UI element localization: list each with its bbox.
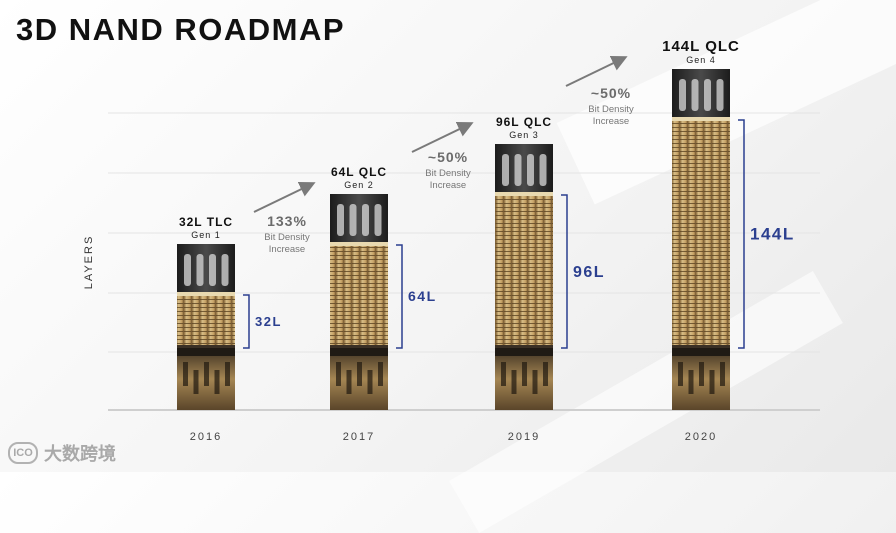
bar-base-top-band: [177, 348, 235, 356]
bar-top-pillar: [514, 154, 522, 186]
x-tick-label: 2016: [190, 431, 222, 443]
bar-base-top-band: [330, 348, 388, 356]
bar-base-detail: [532, 370, 538, 394]
bar-base-detail: [709, 370, 715, 394]
bar-top-pillar: [502, 154, 509, 186]
bar-stack-cap: [330, 242, 388, 246]
watermark: ICO 大数跨境: [8, 440, 116, 466]
generation-label: Gen 4: [686, 55, 716, 65]
x-tick-label: 2019: [508, 431, 540, 443]
growth-arrow: [253, 182, 316, 213]
bar-base-detail: [688, 370, 694, 394]
bar-top-pillar: [337, 204, 344, 236]
density-text: Increase: [430, 180, 466, 191]
density-text: Bit Density: [588, 104, 634, 115]
density-text: Increase: [593, 116, 629, 127]
bar-base-detail: [501, 362, 506, 386]
bar-layer-stack: [330, 245, 388, 345]
bar-stack-separator: [330, 345, 388, 348]
bar-base-detail: [336, 362, 341, 386]
bar-base-detail: [204, 362, 209, 386]
bar-layer-stack: [672, 120, 730, 345]
generation-label: Gen 2: [344, 180, 374, 190]
bar-base-top-band: [495, 348, 553, 356]
generation-label: Gen 1: [191, 230, 221, 240]
bar-base-detail: [543, 362, 548, 386]
layer-bracket: [396, 244, 403, 349]
bar-base-detail: [357, 362, 362, 386]
bar-base-detail: [511, 370, 517, 394]
bar-base-detail: [225, 362, 230, 386]
bar-top-pillar: [362, 204, 369, 236]
bar-base-detail: [522, 362, 527, 386]
bar-base-detail: [193, 370, 199, 394]
bar-top-pillar: [527, 154, 534, 186]
density-value: ~50%: [428, 149, 468, 165]
bar-top-pillar: [704, 79, 711, 111]
layer-bracket: [561, 194, 568, 349]
growth-arrow: [565, 56, 628, 87]
bar-base-detail: [699, 362, 704, 386]
density-value: 133%: [267, 213, 307, 229]
layer-bracket: [738, 119, 745, 349]
bar-stack-separator: [177, 345, 235, 348]
bar-stack-cap: [672, 117, 730, 121]
bar-base-detail: [378, 362, 383, 386]
bar-top-pillar: [374, 204, 382, 236]
product-label: 64L QLC: [331, 165, 387, 179]
bar-base-detail: [183, 362, 188, 386]
bar-top-pillar: [349, 204, 357, 236]
density-text: Bit Density: [264, 232, 310, 243]
data-label-96L: 96L: [573, 264, 605, 281]
product-label: 32L TLC: [179, 215, 233, 229]
watermark-text: 大数跨境: [44, 444, 116, 464]
bar-base-detail: [678, 362, 683, 386]
layer-bracket: [243, 294, 250, 349]
density-text: Bit Density: [425, 168, 471, 179]
density-text: Increase: [269, 244, 305, 255]
bar-base-detail: [346, 370, 352, 394]
bar-stack-separator: [495, 345, 553, 348]
data-label-64L: 64L: [408, 288, 437, 304]
bar-stack-cap: [177, 292, 235, 296]
x-tick-label: 2020: [685, 431, 717, 443]
bar-base-detail: [720, 362, 725, 386]
bar-top-pillar: [679, 79, 686, 111]
x-tick-label: 2017: [343, 431, 375, 443]
data-label-32L: 32L: [255, 314, 282, 329]
bar-top-pillar: [184, 254, 191, 286]
bar-top-pillar: [716, 79, 724, 111]
growth-arrow: [411, 122, 474, 153]
bar-base-detail: [214, 370, 220, 394]
bar-top-pillar: [209, 254, 216, 286]
bar-layer-stack: [495, 195, 553, 345]
bar-top-pillar: [691, 79, 699, 111]
bar-base-detail: [367, 370, 373, 394]
page-title: 3D NAND ROADMAP: [16, 12, 346, 47]
product-label: 144L QLC: [662, 38, 740, 55]
bar-top-pillar: [221, 254, 229, 286]
bar-base-top-band: [672, 348, 730, 356]
bar-stack-separator: [672, 345, 730, 348]
y-axis-label: LAYERS: [83, 235, 95, 290]
watermark-logo-icon: ICO: [8, 442, 38, 464]
data-label-144L: 144L: [750, 225, 795, 244]
product-label: 96L QLC: [496, 115, 552, 129]
bar-top-pillar: [539, 154, 547, 186]
density-value: ~50%: [591, 85, 631, 101]
bar-stack-cap: [495, 192, 553, 196]
bar-top-pillar: [196, 254, 204, 286]
bar-layer-stack: [177, 295, 235, 345]
generation-label: Gen 3: [509, 130, 539, 140]
